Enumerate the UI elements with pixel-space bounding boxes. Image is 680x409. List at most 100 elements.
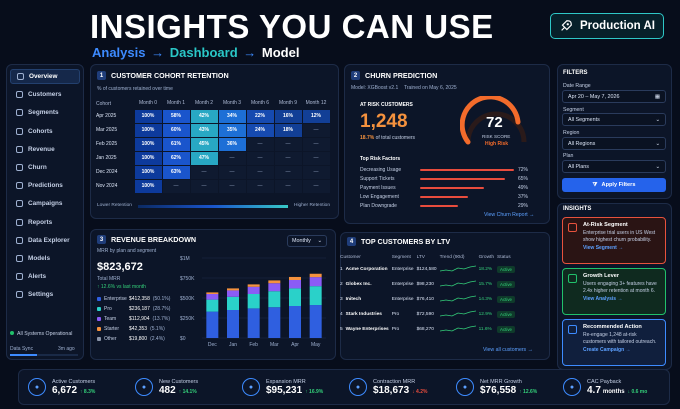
status-cell: Active xyxy=(497,277,518,292)
cohorts-icon xyxy=(16,127,23,135)
cohort-cell: — xyxy=(301,178,331,194)
sidebar-item-churn[interactable]: Churn xyxy=(10,160,80,175)
insight-link[interactable]: View Analysis → xyxy=(583,296,623,302)
sidebar-item-overview[interactable]: Overview xyxy=(10,69,80,84)
kpi-delta: ↑ 16.9% xyxy=(305,388,324,395)
view-churn-report-link[interactable]: View Churn Report → xyxy=(484,212,535,218)
customer-segment: Enterprise xyxy=(391,282,414,287)
x-tick-label: May xyxy=(311,342,321,348)
legend-pct: (13.7%) xyxy=(152,316,170,322)
sidebar-item-revenue[interactable]: Revenue xyxy=(10,142,80,157)
risk-factor-bar xyxy=(420,187,484,189)
cohort-cell: 12% xyxy=(301,108,331,124)
data-sync-value: 3m ago xyxy=(58,346,75,352)
cohort-cell: — xyxy=(301,164,331,180)
sidebar-item-reports[interactable]: Reports xyxy=(10,215,80,230)
sync-progress-fill xyxy=(10,354,38,356)
y-tick-label: $250K xyxy=(180,316,195,322)
sidebar-item-campaigns[interactable]: Campaigns xyxy=(10,196,80,211)
date-range-label: Date Range xyxy=(563,83,591,89)
database-icon xyxy=(16,236,23,244)
sidebar-item-cohorts[interactable]: Cohorts xyxy=(10,124,80,139)
table-row[interactable]: 5 Wayne Enterprises Pro $68,270 11.6% Active xyxy=(340,322,518,337)
bar-pro xyxy=(247,294,260,309)
sidebar-item-label: Segments xyxy=(28,109,59,117)
panel-number: 2 xyxy=(351,71,360,80)
cohort-cell: — xyxy=(245,150,275,166)
kpi-value-row: 482 ↑ 14.1% xyxy=(159,385,198,396)
bar-pro xyxy=(206,299,219,312)
kpi-value-row: $76,558 ↑ 12.6% xyxy=(480,385,537,396)
sparkline xyxy=(439,295,476,301)
risk-factor-name: Low Engagement xyxy=(360,194,399,200)
region-select[interactable]: All Regions ⌄ xyxy=(562,137,666,150)
sidebar-item-settings[interactable]: Settings xyxy=(10,287,80,302)
cohort-label: Jan 2025 xyxy=(96,155,117,161)
date-range-select[interactable]: Apr 20 – May 7, 2026 ▦ xyxy=(562,90,666,103)
x-tick-label: Mar xyxy=(270,342,279,348)
bar-enterprise xyxy=(227,310,239,338)
segment-select[interactable]: All Segments ⌄ xyxy=(562,113,666,126)
segment-label: Segment xyxy=(563,107,584,113)
insight-card[interactable]: Growth Lever Users engaging 3+ features h… xyxy=(562,268,666,315)
view-all-customers-link[interactable]: View all customers → xyxy=(483,347,533,353)
insight-card[interactable]: Recommended Action Re-engage 1,248 at-ris… xyxy=(562,319,666,366)
insight-title: Recommended Action xyxy=(583,324,642,330)
period-select[interactable]: Monthly ⌄ xyxy=(287,235,327,247)
status-cell: Active xyxy=(497,262,518,277)
sidebar-item-segments[interactable]: Segments xyxy=(10,105,80,120)
crumb-analysis[interactable]: Analysis xyxy=(92,45,146,60)
table-row[interactable]: 2 Globex Inc. Enterprise $98,230 15.7% Active xyxy=(340,277,518,292)
apply-filters-button[interactable]: ⧩ Apply Filters xyxy=(562,178,666,192)
grid-icon xyxy=(17,73,24,80)
trend-up-icon xyxy=(568,274,577,283)
kpi-delta: ↑ 8.3% xyxy=(80,388,96,395)
cohort-cell: — xyxy=(273,136,303,152)
production-ai-badge[interactable]: Production AI xyxy=(550,13,664,39)
cohort-header-row: Cohort Month 0 Month 1 Month 2 Month 3 Month … xyxy=(96,98,330,109)
chevron-down-icon: ⌄ xyxy=(655,116,660,123)
sparkline xyxy=(439,325,476,331)
sidebar-item-alerts[interactable]: Alerts xyxy=(10,269,80,284)
crumb-model[interactable]: Model xyxy=(261,45,300,60)
status-badge: Active xyxy=(497,310,516,318)
customers-col-header: Segment xyxy=(391,254,411,260)
plan-select[interactable]: All Plans ⌄ xyxy=(562,160,666,173)
legend-value: $42,353 xyxy=(129,326,148,332)
cohort-row: Nov 2024 100% — — — — — — xyxy=(96,178,331,194)
sidebar-item-data-explorer[interactable]: Data Explorer xyxy=(10,233,80,248)
badge-label: Production AI xyxy=(580,20,655,32)
table-row[interactable]: 3 Initech Enterprise $76,410 14.3% Active xyxy=(340,292,518,307)
bar-pro xyxy=(309,286,322,306)
insight-link[interactable]: View Segment → xyxy=(583,245,624,251)
insight-card[interactable]: At-Risk Segment Enterprise trial users in… xyxy=(562,217,666,264)
sidebar-item-customers[interactable]: Customers xyxy=(10,87,80,102)
kpi-label: Active Customers xyxy=(52,378,96,385)
customers-header-row: Customer Segment LTV Trend (90d) Growth Statu… xyxy=(340,252,518,262)
table-row[interactable]: 1 Acme Corporation Enterprise $124,580 18.2%… xyxy=(340,262,518,277)
kpi-value: $95,231 xyxy=(266,384,303,396)
sidebar-item-predictions[interactable]: Predictions xyxy=(10,178,80,193)
cohort-row: Feb 2025 100% 61% 45% 36% — — — xyxy=(96,136,331,152)
sidebar-item-label: Churn xyxy=(28,164,47,171)
bar-pro xyxy=(268,291,281,308)
customers-col-header: Trend (90d) xyxy=(439,254,465,260)
cohort-cell: 24% xyxy=(245,122,275,138)
cohort-cell: 100% xyxy=(133,136,163,152)
bar-starter xyxy=(206,292,219,294)
customer-growth: 12.9% xyxy=(478,312,493,317)
crumb-dashboard[interactable]: Dashboard xyxy=(169,45,238,60)
legend-swatch xyxy=(97,317,101,321)
users-icon: ● xyxy=(28,378,46,396)
reports-icon xyxy=(16,218,23,226)
table-row[interactable]: 4 Stark Industries Pro $72,590 12.9% Active xyxy=(340,307,518,322)
segments-icon xyxy=(16,109,23,117)
apply-filters-label: Apply Filters xyxy=(601,182,636,188)
panel-number: 1 xyxy=(97,71,106,80)
insight-link[interactable]: Create Campaign → xyxy=(583,347,631,353)
cohort-col-header: Month 6 xyxy=(250,100,270,107)
cohort-col-header: Month 3 xyxy=(222,100,242,107)
sidebar-item-models[interactable]: Models xyxy=(10,251,80,266)
filters-panel xyxy=(557,64,672,199)
risk-level: High Risk xyxy=(485,141,509,147)
